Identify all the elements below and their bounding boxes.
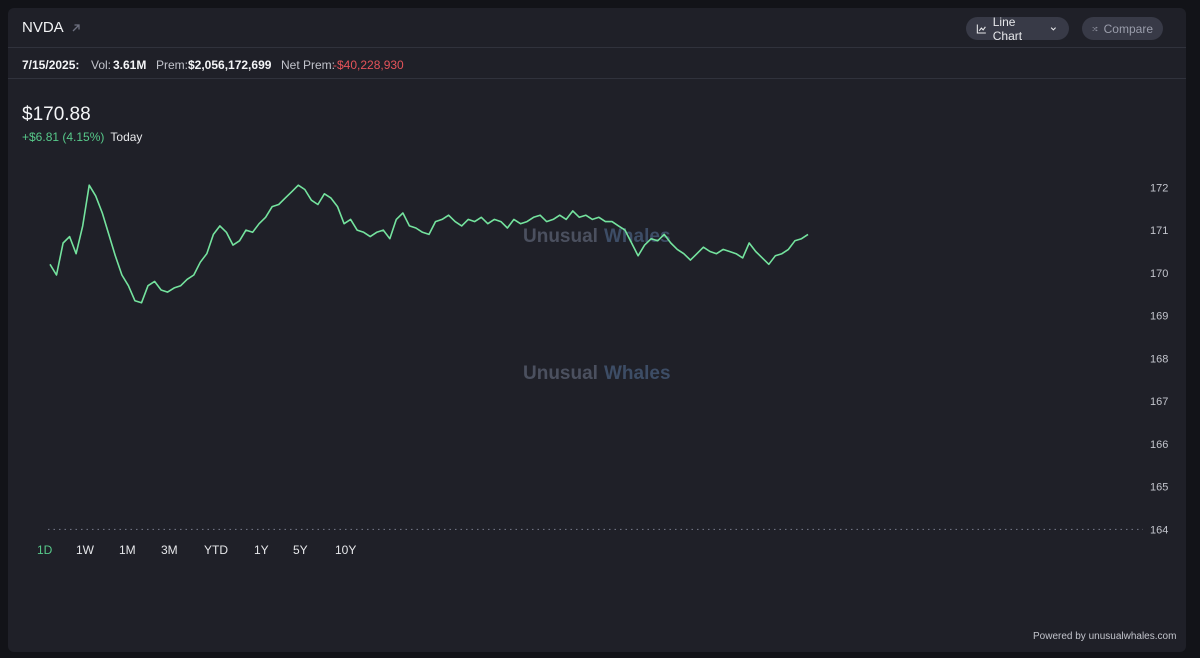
stats-bar: 7/15/2025: Vol: 3.61M Prem: $2,056,172,6… [8, 49, 1186, 79]
net-premium-value: -$40,228,930 [333, 58, 404, 72]
range-ytd[interactable]: YTD [204, 543, 228, 557]
compare-button[interactable]: Compare [1082, 17, 1163, 40]
volume-value: 3.61M [113, 58, 147, 72]
card-header: NVDA Line Chart Compare [8, 8, 1186, 48]
line-chart-label: Line Chart [992, 14, 1023, 43]
y-tick-label: 170 [1150, 268, 1168, 280]
range-5y[interactable]: 5Y [293, 543, 308, 557]
ticker-link[interactable]: NVDA [22, 19, 82, 36]
price-chart[interactable]: Unusual Whales Unusual Whales 1721711701… [8, 158, 1186, 538]
net-premium-label: Net Prem: [281, 58, 336, 72]
volume-label: Vol: [91, 58, 112, 72]
compare-label: Compare [1103, 21, 1153, 36]
range-selector: 1D 1W 1M 3M YTD 1Y 5Y 10Y [8, 543, 408, 563]
premium-label: Prem: [156, 58, 189, 72]
y-tick-label: 165 [1150, 482, 1168, 494]
range-1w[interactable]: 1W [76, 543, 94, 557]
y-tick-label: 172 [1150, 182, 1168, 194]
chart-card: NVDA Line Chart Compare 7/15/2025: Vol: … [8, 8, 1186, 652]
watermark-top-whales: Whales [604, 226, 671, 247]
y-tick-label: 169 [1150, 311, 1168, 323]
range-10y[interactable]: 10Y [335, 543, 357, 557]
watermark-center-unusual: Unusual [523, 363, 598, 384]
range-3m[interactable]: 3M [161, 543, 178, 557]
range-1d[interactable]: 1D [37, 543, 53, 557]
chevron-down-icon [1051, 26, 1057, 31]
range-1y[interactable]: 1Y [254, 543, 269, 557]
price-change-value: +$6.81 (4.15%) [22, 130, 105, 144]
y-axis: 172 171 170 169 168 167 166 165 164 [1150, 182, 1168, 536]
current-price: $170.88 [22, 104, 91, 125]
change-period: Today [110, 130, 143, 144]
external-link-icon [72, 23, 80, 31]
shuffle-icon [1092, 26, 1098, 31]
stats-date: 7/15/2025: [22, 58, 80, 72]
watermark-center-whales: Whales [604, 363, 671, 384]
y-tick-label: 164 [1150, 524, 1168, 536]
y-tick-label: 171 [1150, 225, 1168, 237]
line-chart-button[interactable]: Line Chart [966, 14, 1069, 43]
powered-by: Powered by unusualwhales.com [1033, 631, 1177, 642]
line-chart-icon [976, 24, 986, 34]
ticker-symbol: NVDA [22, 19, 64, 36]
price-line[interactable] [49, 184, 809, 304]
y-tick-label: 168 [1150, 353, 1168, 365]
premium-value: $2,056,172,699 [188, 58, 272, 72]
y-tick-label: 166 [1150, 439, 1168, 451]
watermark-top-unusual: Unusual [523, 226, 598, 247]
range-1m[interactable]: 1M [119, 543, 136, 557]
y-tick-label: 167 [1150, 396, 1168, 408]
price-change: +$6.81 (4.15%) Today [22, 130, 142, 144]
